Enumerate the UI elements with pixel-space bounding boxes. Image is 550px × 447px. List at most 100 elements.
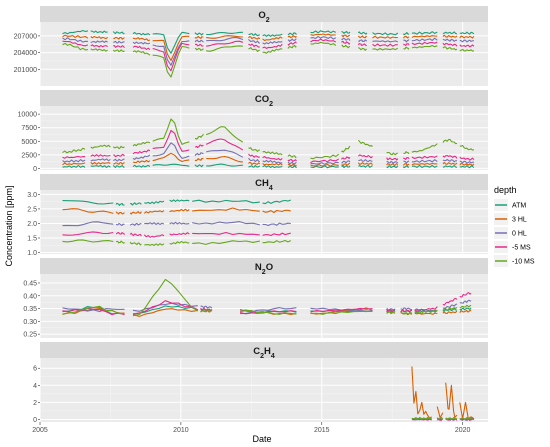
series-line — [310, 38, 337, 43]
series-line — [310, 33, 336, 36]
series-line — [358, 159, 373, 163]
panel-bg — [40, 106, 488, 170]
panel-bg — [40, 274, 488, 338]
series-line — [129, 211, 142, 215]
strip-bg — [40, 6, 488, 22]
series-line — [192, 221, 260, 226]
series-line — [113, 36, 125, 40]
series-line — [90, 158, 111, 162]
series-line — [113, 158, 125, 162]
series-line — [357, 35, 367, 39]
series-line — [442, 306, 458, 311]
series-line — [459, 304, 472, 309]
series-line — [62, 231, 114, 236]
series-line — [400, 307, 412, 311]
series-line — [90, 44, 108, 48]
series-line — [152, 45, 190, 78]
y-tick-label: 3.0 — [27, 192, 37, 199]
y-tick-label: 2.0 — [27, 221, 37, 228]
strip-bg — [40, 174, 488, 190]
series-line — [358, 47, 367, 51]
series-line — [262, 232, 291, 237]
series-line — [262, 159, 283, 164]
series-line — [90, 35, 108, 40]
series-line — [90, 30, 108, 34]
series-line — [442, 31, 458, 35]
series-line — [206, 36, 244, 42]
series-line — [262, 156, 283, 161]
series-line — [152, 31, 190, 54]
series-line — [459, 31, 475, 35]
series-line — [459, 299, 472, 304]
series-line — [132, 31, 151, 36]
series-line — [132, 300, 199, 315]
series-line — [62, 29, 89, 35]
series-line — [62, 42, 88, 51]
series-line — [402, 164, 410, 169]
series-line — [90, 164, 111, 168]
series-line — [341, 145, 351, 153]
series-line — [400, 312, 413, 316]
series-line — [62, 208, 114, 214]
series-line — [310, 161, 339, 165]
series-line — [62, 34, 89, 39]
series-line — [403, 160, 410, 164]
series-line — [341, 34, 350, 38]
y-tick-label: 1.5 — [27, 236, 37, 243]
series-line — [62, 164, 86, 168]
series-line — [411, 31, 438, 35]
series-line — [287, 154, 297, 159]
x-tick-label: 2020 — [455, 427, 471, 434]
series-line — [200, 309, 213, 313]
series-line — [262, 199, 291, 205]
series-line — [310, 158, 340, 164]
series-line — [239, 307, 297, 313]
series-line — [400, 309, 413, 313]
y-tick-label: 2.5 — [27, 206, 37, 213]
y-tick-label: 0.35 — [23, 306, 37, 313]
strip-bg — [40, 90, 488, 106]
series-line — [459, 39, 474, 43]
series-line — [129, 241, 142, 246]
series-line — [62, 221, 114, 227]
x-axis-title: Date — [252, 434, 271, 444]
strip-label: C2H4 — [253, 346, 275, 360]
series-line — [436, 416, 444, 420]
series-line — [386, 165, 399, 169]
series-line — [459, 417, 475, 421]
series-line — [129, 232, 142, 237]
series-line — [442, 38, 457, 42]
series-line — [341, 160, 351, 164]
y-tick-label: 0.40 — [23, 293, 37, 300]
series-line — [262, 33, 283, 37]
series-line — [357, 31, 368, 35]
series-line — [386, 311, 396, 315]
legend-entry: 3 HL — [512, 217, 527, 224]
series-line — [442, 307, 458, 312]
series-line — [194, 144, 204, 149]
series-line — [62, 162, 86, 166]
series-line — [115, 231, 125, 235]
series-line — [200, 305, 213, 309]
y-tick-label: 4 — [33, 383, 37, 390]
series-line — [132, 41, 151, 45]
x-axis: 2005 2010 2015 2020 — [32, 422, 471, 434]
series-line — [262, 151, 283, 156]
series-line — [287, 32, 297, 36]
series-line — [310, 30, 337, 34]
series-line — [62, 37, 88, 43]
series-line — [372, 47, 399, 51]
series-line — [414, 312, 438, 315]
series-line — [442, 310, 458, 315]
series-line — [372, 40, 399, 43]
series-line — [112, 145, 125, 150]
series-line — [310, 307, 373, 313]
series-line — [144, 200, 165, 205]
series-line — [248, 147, 261, 152]
y-tick-label: 1.0 — [27, 250, 37, 257]
series-line — [192, 199, 260, 204]
series-line — [112, 49, 125, 53]
series-line — [310, 35, 337, 40]
series-line — [90, 48, 108, 52]
